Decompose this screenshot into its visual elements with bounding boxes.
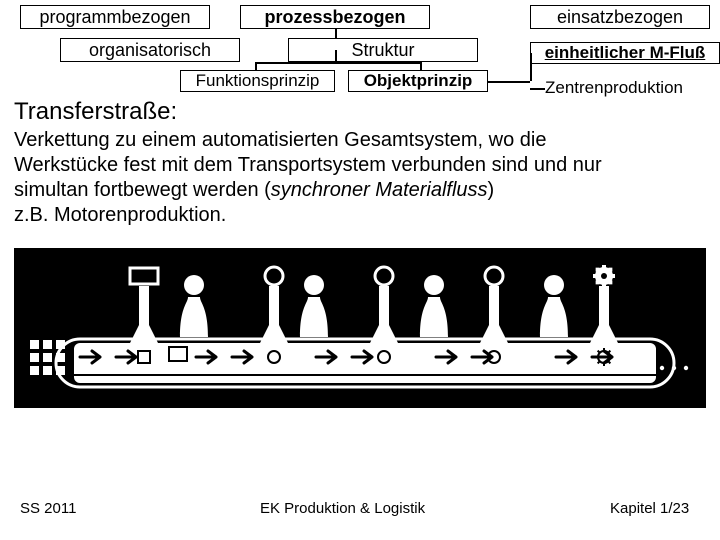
body-line-1: Verkettung zu einem automatisierten Gesa…: [14, 129, 546, 151]
box-einheitlicher-m-fluss: einheitlicher M-Fluß: [530, 42, 720, 64]
label-objektprinzip: Objektprinzip: [364, 71, 473, 91]
label-organisatorisch: organisatorisch: [89, 40, 211, 61]
box-funktionsprinzip: Funktionsprinzip: [180, 70, 335, 92]
body-line-2: Werkstücke fest mit dem Transportsystem …: [14, 154, 602, 176]
label-struktur: Struktur: [351, 40, 414, 61]
box-struktur: Struktur: [288, 38, 478, 62]
label-einsatzbezogen: einsatzbezogen: [557, 7, 683, 28]
box-einsatzbezogen: einsatzbezogen: [530, 5, 710, 29]
body-line-3i: synchroner Materialfluss: [271, 179, 488, 201]
box-prozessbezogen: prozessbezogen: [240, 5, 430, 29]
connector-line: [488, 81, 530, 83]
connector-line: [530, 53, 532, 81]
body-paragraph: Verkettung zu einem automatisierten Gesa…: [14, 128, 694, 228]
box-organisatorisch: organisatorisch: [60, 38, 240, 62]
footer-center: EK Produktion & Logistik: [260, 500, 425, 517]
connector-line: [420, 62, 422, 70]
connector-line: [530, 88, 545, 90]
label-zentrenproduktion: Zentrenproduktion: [545, 78, 715, 100]
label-funktionsprinzip: Funktionsprinzip: [196, 71, 320, 91]
body-line-4: z.B. Motorenproduktion.: [14, 204, 226, 226]
body-line-3b: ): [488, 179, 495, 201]
body-line-3a: simultan fortbewegt werden (: [14, 179, 271, 201]
connector-line: [335, 50, 337, 62]
box-programmbezogen: programmbezogen: [20, 5, 210, 29]
label-prozessbezogen: prozessbezogen: [264, 7, 405, 28]
transfer-line-illustration: [14, 248, 706, 408]
footer-right: Kapitel 1/23: [610, 500, 689, 517]
box-objektprinzip: Objektprinzip: [348, 70, 488, 92]
heading-transferstrasse: Transferstraße:: [14, 98, 177, 126]
footer-left: SS 2011: [20, 500, 76, 517]
connector-line: [255, 62, 420, 64]
label-programmbezogen: programmbezogen: [39, 7, 190, 28]
connector-line: [335, 29, 337, 38]
